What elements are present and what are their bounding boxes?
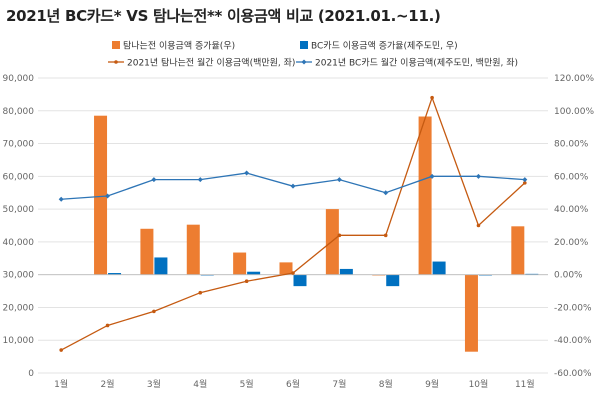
y-right-tick-label: 100.00% — [554, 107, 594, 117]
x-tick-label: 3월 — [147, 378, 161, 390]
legend-label: BC카드 이용금액 증가율(제주도민, 우) — [311, 40, 458, 52]
y-left-tick-label: 20,000 — [3, 303, 35, 313]
y-right-tick-label: 0.00% — [554, 271, 583, 281]
tamna-growth-bar — [186, 224, 200, 275]
x-tick-label: 11월 — [515, 378, 535, 390]
tamna-growth-bar — [325, 209, 339, 275]
bc-growth-bar — [293, 274, 307, 287]
tamna-amount-point — [476, 223, 481, 228]
legend-swatch-bc-growth — [300, 41, 308, 49]
y-left-tick-label: 30,000 — [3, 271, 35, 281]
chart-title: 2021년 BC카드* VS 탐나는전** 이용금액 비교 (2021.01.~… — [6, 7, 441, 25]
tamna-growth-bar — [233, 252, 247, 275]
legend-label: 2021년 BC카드 월간 이용금액(제주도민, 백만원, 좌) — [315, 57, 518, 69]
tamna-amount-point — [59, 348, 63, 352]
y-right-tick-label: -20.00% — [554, 303, 592, 313]
y-left-tick-label: 0 — [28, 369, 34, 379]
y-right-tick-label: 20.00% — [554, 238, 589, 248]
x-tick-label: 4월 — [193, 378, 207, 390]
bc-growth-bar — [478, 274, 492, 276]
bc-amount-point — [522, 177, 528, 183]
bc-amount-point — [244, 170, 250, 176]
bc-growth-bar — [154, 257, 168, 275]
legend-label: 탐나는전 이용금액 증가율(우) — [123, 40, 235, 52]
tamna-amount-point — [152, 309, 156, 314]
tamna-growth-bar — [511, 226, 525, 275]
y-right-tick-label: 40.00% — [554, 205, 589, 215]
x-tick-label: 7월 — [332, 378, 346, 390]
x-tick-label: 6월 — [286, 378, 300, 390]
bc-amount-point — [58, 196, 64, 202]
tamna-amount-point — [523, 181, 527, 185]
y-right-tick-label: 80.00% — [554, 140, 589, 150]
tamna-amount-point — [291, 271, 295, 275]
y-left-tick-label: 10,000 — [3, 336, 35, 346]
bc-amount-point — [336, 177, 342, 183]
y-left-tick-label: 90,000 — [3, 74, 35, 84]
y-left-tick-label: 70,000 — [3, 140, 35, 150]
bc-growth-bar — [386, 274, 400, 287]
tamna-growth-bar — [418, 116, 432, 275]
bc-growth-bar — [108, 273, 122, 275]
y-right-tick-label: 120.00% — [554, 74, 594, 84]
bc-amount-point — [429, 173, 435, 179]
y-right-tick-label: 60.00% — [554, 172, 589, 182]
bc-amount-point — [151, 177, 157, 183]
bc-growth-bar — [247, 271, 261, 275]
legend-marker — [114, 60, 118, 64]
tamna-amount-point — [337, 233, 342, 238]
bc-growth-bar — [525, 273, 539, 275]
legend-swatch-tamna-growth — [112, 41, 120, 49]
tamna-amount-line — [60, 95, 526, 351]
x-tick-label: 8월 — [379, 378, 393, 390]
tamna-growth-bar — [464, 274, 478, 352]
bc-amount-point — [105, 193, 111, 199]
legend-marker — [301, 59, 307, 65]
y-left-tick-label: 50,000 — [3, 205, 35, 215]
tamna-growth-bar — [140, 228, 154, 275]
bc-amount-point — [475, 173, 481, 179]
tamna-amount-point — [430, 95, 434, 100]
y-right-tick-label: -40.00% — [554, 336, 592, 346]
tamna-growth-bar — [94, 115, 108, 275]
x-tick-label: 9월 — [425, 378, 439, 390]
tamna-growth-bar — [279, 262, 293, 275]
tamna-amount-point — [105, 323, 110, 328]
x-tick-label: 10월 — [469, 378, 489, 390]
bc-amount-point — [197, 177, 203, 183]
y-left-tick-label: 40,000 — [3, 238, 35, 248]
tamna-amount-point — [383, 233, 388, 238]
y-right-tick-label: -60.00% — [554, 369, 592, 379]
bc-growth-bar — [432, 261, 446, 275]
y-left-tick-label: 80,000 — [3, 107, 35, 117]
x-tick-label: 2월 — [101, 378, 115, 390]
x-tick-label: 1월 — [54, 378, 68, 390]
y-left-tick-label: 60,000 — [3, 172, 35, 182]
bc-growth-bar — [339, 268, 353, 275]
bc-amount-point — [383, 190, 389, 196]
x-tick-label: 5월 — [240, 378, 254, 390]
bc-amount-point — [290, 183, 296, 189]
legend-label: 2021년 탐나는전 월간 이용금액(백만원, 좌) — [127, 57, 295, 69]
tamna-amount-point — [198, 290, 203, 295]
tamna-amount-point — [244, 279, 249, 284]
